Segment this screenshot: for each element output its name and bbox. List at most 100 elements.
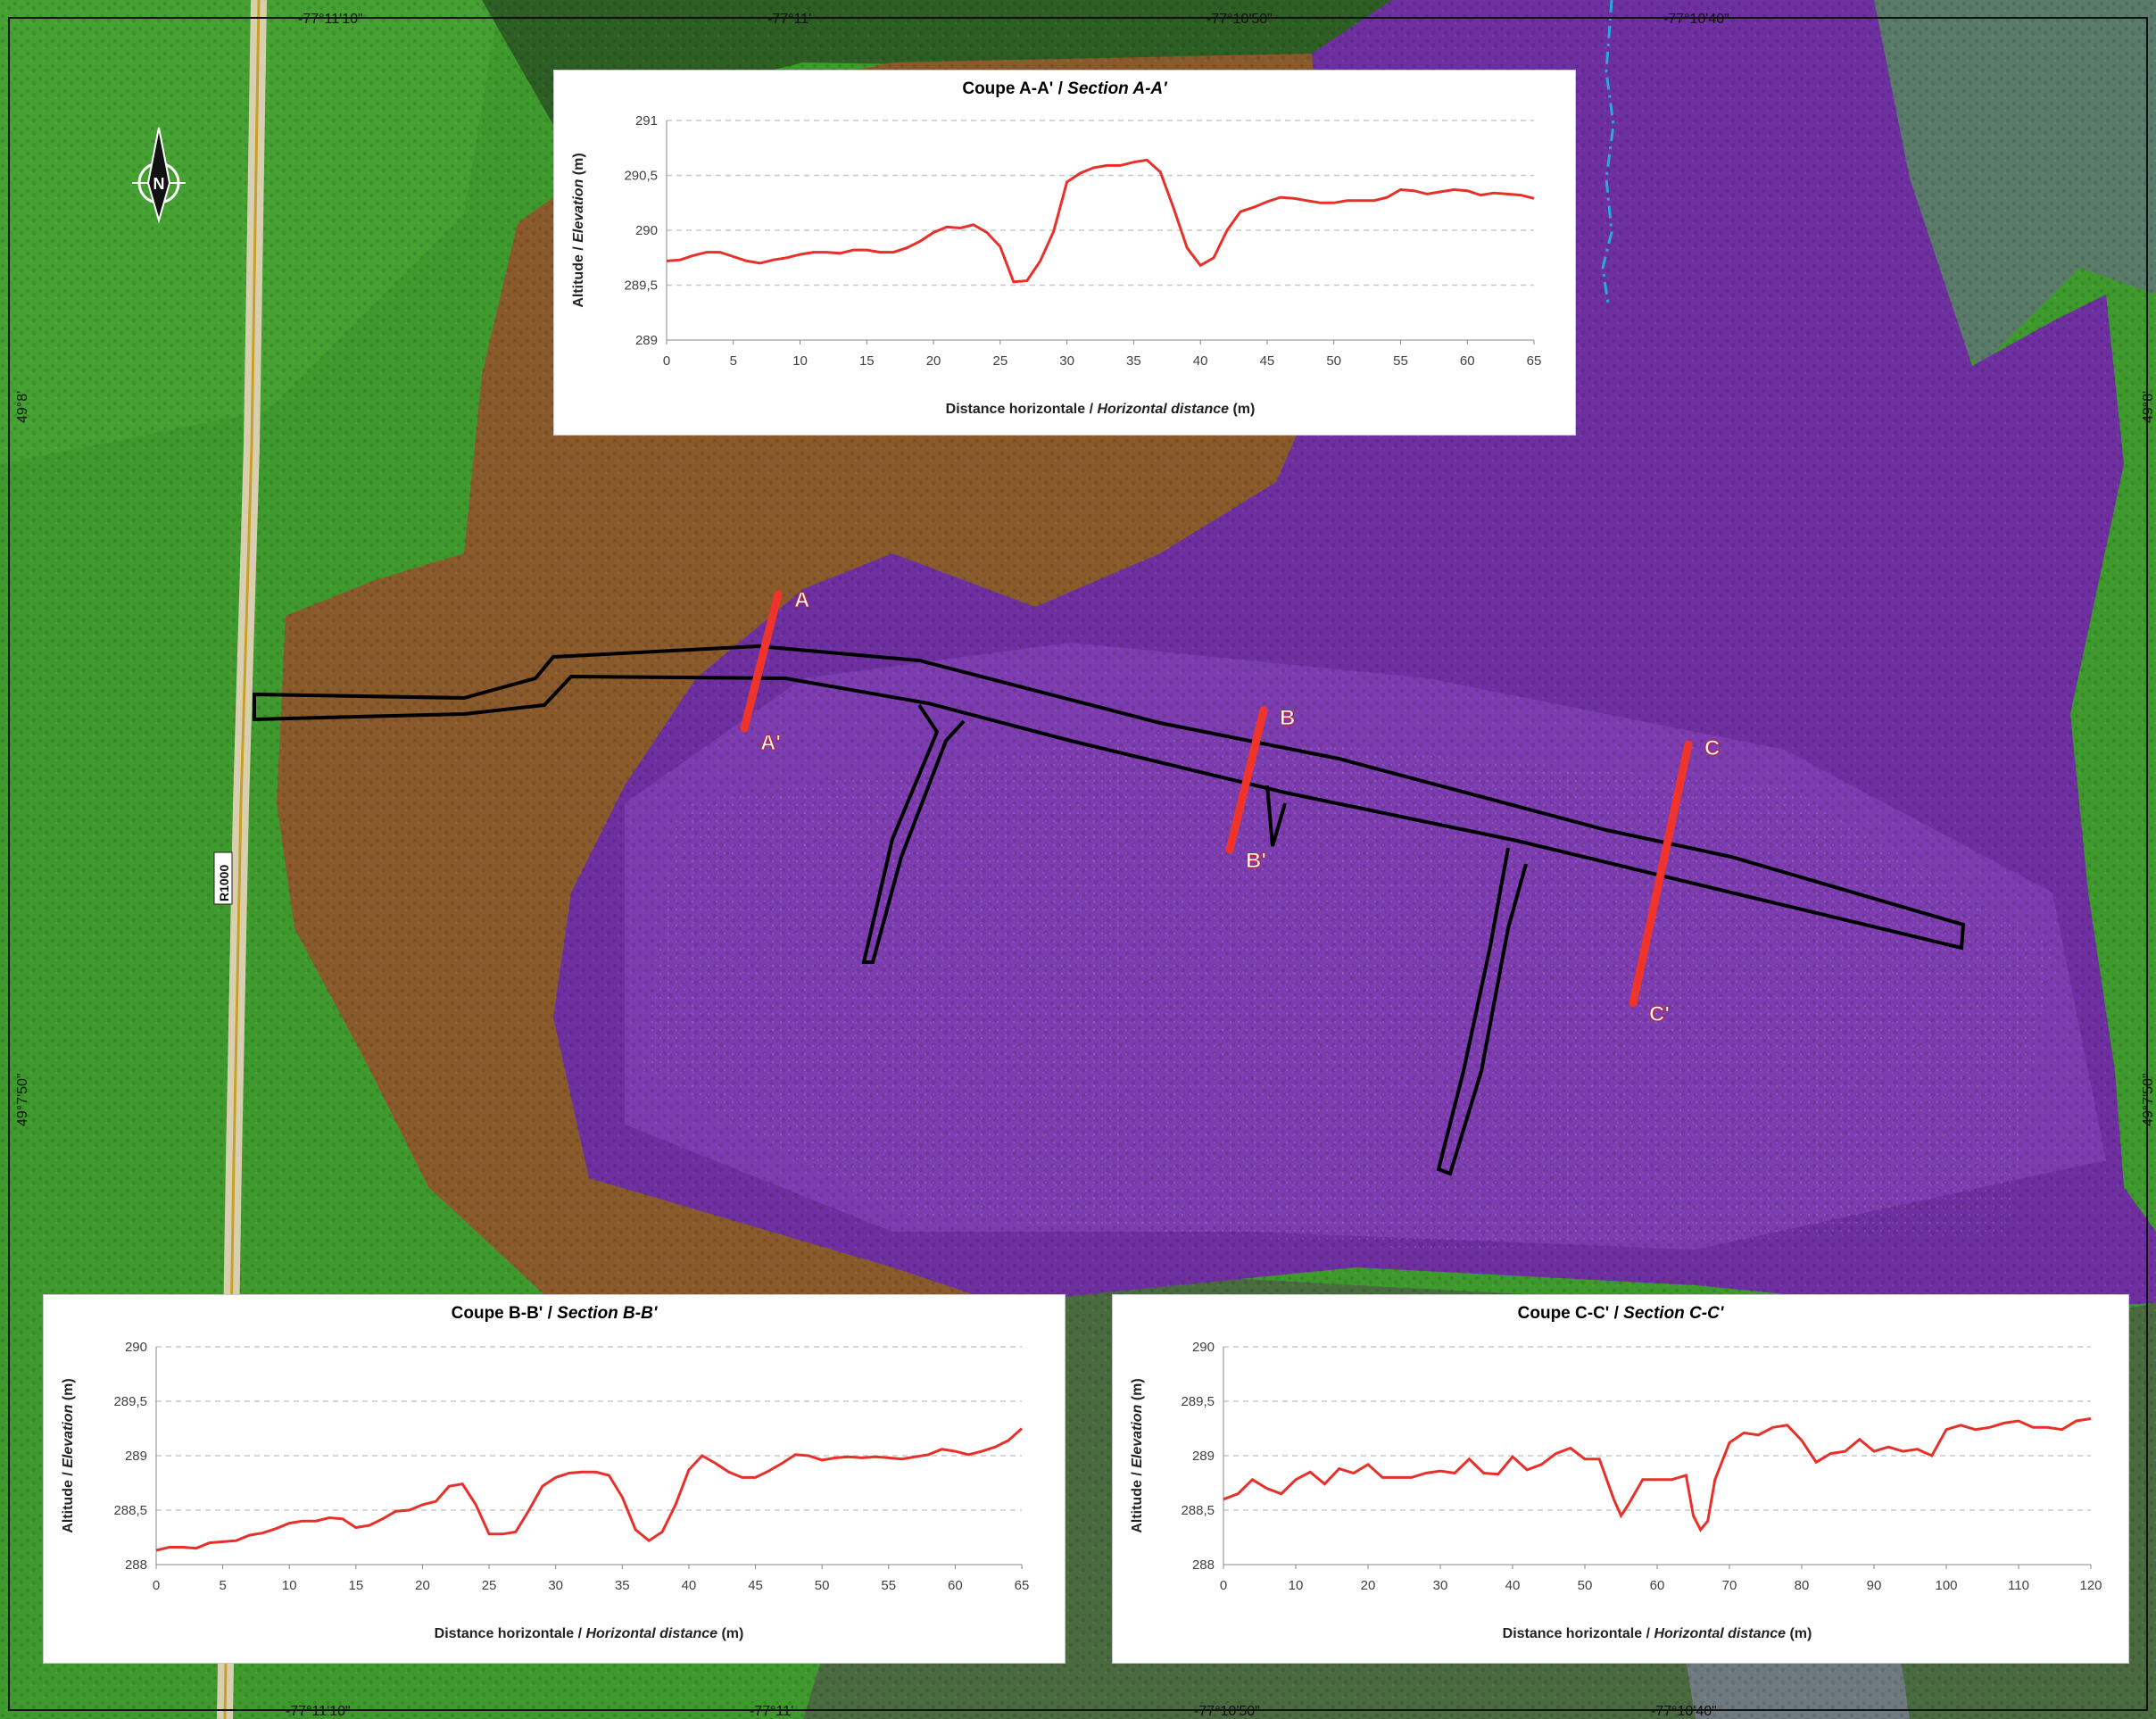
x-tick-label: 40: [1193, 353, 1208, 369]
main-channel: [253, 644, 1966, 951]
section-label-a: A: [794, 588, 809, 612]
x-axis-label: Distance horizontale / Horizontal distan…: [435, 1626, 744, 1641]
branch-channel-2: [1265, 785, 1287, 847]
profile-chart-a: Coupe A-A' / Section A-A' 289 289,5 290 290…: [553, 70, 1576, 436]
x-ticks: 0 10 20 30 40 50 60 70 80 90 100 110 120: [1220, 1565, 2102, 1593]
profile-chart-b-svg: Coupe B-B' / Section B-B' 288 288,5 289 289…: [61, 1304, 1030, 1641]
x-tick-label: 65: [1015, 1578, 1030, 1593]
x-tick-label: 55: [881, 1578, 896, 1593]
profile-chart-a-svg: Coupe A-A' / Section A-A' 289 289,5 290 290…: [571, 79, 1542, 417]
grid: [156, 1346, 1022, 1511]
y-axis-label: Altitude / Elevation (m): [1130, 1378, 1145, 1532]
coord-left-1: 49°8': [15, 391, 30, 423]
x-tick-label: 5: [219, 1578, 226, 1593]
y-tick-label: 288,5: [1181, 1503, 1215, 1518]
planted-area: [643, 732, 2052, 1250]
x-tick-label: 0: [153, 1578, 160, 1593]
x-tick-label: 5: [730, 353, 737, 369]
section-label-b: B: [1280, 706, 1295, 730]
branch-channel-3: [1436, 847, 1528, 1176]
x-tick-label: 70: [1722, 1578, 1737, 1593]
coord-bottom-2: -77°11': [750, 1704, 793, 1719]
y-tick-label: 289,5: [1181, 1394, 1215, 1409]
north-arrow-icon: N: [132, 127, 186, 224]
x-tick-label: 60: [1460, 353, 1475, 369]
x-tick-label: 10: [792, 353, 808, 369]
x-tick-label: 60: [1650, 1578, 1665, 1593]
elevation-profile-line: [155, 1427, 1024, 1552]
x-tick-label: 40: [682, 1578, 697, 1593]
branch-channel-1: [861, 703, 966, 964]
x-tick-label: 25: [993, 353, 1008, 369]
y-tick-label: 290: [125, 1340, 147, 1355]
x-tick-label: 80: [1795, 1578, 1810, 1593]
x-tick-label: 45: [1260, 353, 1275, 369]
x-ticks: 0 5 10 15 20 25 30 35 40 45 50 55 60 65: [153, 1565, 1030, 1593]
section-label-a-prime: A': [760, 731, 781, 755]
section-line-c: [1629, 740, 1693, 1008]
stream: [1601, 0, 1615, 304]
x-tick-label: 10: [1289, 1578, 1304, 1593]
y-tick-label: 289: [1192, 1449, 1215, 1464]
coord-bottom-3: -77°10'50": [1194, 1704, 1260, 1719]
y-tick-label: 291: [635, 113, 658, 129]
x-tick-label: 35: [1126, 353, 1141, 369]
y-tick-label: 290,5: [624, 169, 658, 184]
grid: [667, 120, 1534, 286]
x-tick-label: 15: [859, 353, 875, 369]
x-tick-label: 100: [1935, 1578, 1957, 1593]
road-label: R1000: [217, 865, 231, 901]
section-lines: [740, 590, 1693, 1008]
y-ticks: 288 288,5 289 289,5 290: [113, 1340, 147, 1573]
x-tick-label: 60: [948, 1578, 963, 1593]
section-label-c: C: [1704, 736, 1720, 760]
section-label-b-prime: B': [1246, 849, 1266, 873]
road-label-box: [213, 851, 233, 905]
elevation-profile-line: [666, 158, 1535, 284]
section-label-c-prime: C': [1649, 1002, 1670, 1026]
x-tick-label: 0: [1220, 1578, 1227, 1593]
y-ticks: 288 288,5 289 289,5 290: [1181, 1340, 1215, 1573]
svg-text:N: N: [153, 175, 165, 193]
profile-chart-c-svg: Coupe C-C' / Section C-C' 288 288,5 289 289…: [1130, 1304, 2102, 1641]
x-tick-label: 50: [1578, 1578, 1593, 1593]
drainage-channels: [253, 644, 1966, 1176]
y-axis-label: Altitude / Elevation (m): [571, 153, 586, 307]
y-tick-label: 289,5: [113, 1394, 147, 1409]
y-tick-label: 289: [635, 333, 658, 348]
x-tick-label: 30: [1059, 353, 1074, 369]
x-tick-label: 35: [615, 1578, 630, 1593]
coord-bottom-1: -77°11'10": [286, 1704, 351, 1719]
chart-title: Coupe C-C' / Section C-C': [1518, 1304, 1725, 1323]
y-tick-label: 288: [1192, 1557, 1215, 1573]
y-tick-label: 289,5: [624, 278, 658, 294]
x-tick-label: 55: [1393, 353, 1408, 369]
y-tick-label: 290: [635, 223, 658, 238]
coord-top-3: -77°10'50": [1207, 12, 1273, 27]
x-axis-label: Distance horizontale / Horizontal distan…: [946, 402, 1256, 417]
y-ticks: 289 289,5 290 290,5 291: [624, 113, 658, 348]
x-tick-label: 20: [1361, 1578, 1376, 1593]
map-frame: [8, 17, 2148, 1711]
y-tick-label: 290: [1192, 1340, 1215, 1355]
x-tick-label: 50: [1326, 353, 1341, 369]
x-ticks: 0 5 10 15 20 25 30 35 40 45 50 55 60 65: [663, 340, 1542, 369]
y-axis-label: Altitude / Elevation (m): [61, 1378, 76, 1532]
section-line-b: [1225, 706, 1268, 854]
grid: [1223, 1346, 2091, 1511]
x-tick-label: 30: [548, 1578, 563, 1593]
y-tick-label: 289: [125, 1449, 147, 1464]
x-tick-label: 0: [663, 353, 670, 369]
x-tick-label: 20: [415, 1578, 430, 1593]
x-tick-label: 30: [1433, 1578, 1448, 1593]
x-tick-label: 15: [349, 1578, 364, 1593]
profile-chart-c: Coupe C-C' / Section C-C' 288 288,5 289 289…: [1112, 1294, 2129, 1664]
chart-title: Coupe B-B' / Section B-B': [452, 1304, 659, 1323]
x-tick-label: 10: [282, 1578, 297, 1593]
x-axis-label: Distance horizontale / Horizontal distan…: [1503, 1626, 1812, 1641]
coord-top-1: -77°11'10": [298, 12, 363, 27]
x-tick-label: 65: [1527, 353, 1542, 369]
x-tick-label: 120: [2079, 1578, 2102, 1593]
x-tick-label: 20: [926, 353, 941, 369]
y-tick-label: 288,5: [113, 1503, 147, 1518]
